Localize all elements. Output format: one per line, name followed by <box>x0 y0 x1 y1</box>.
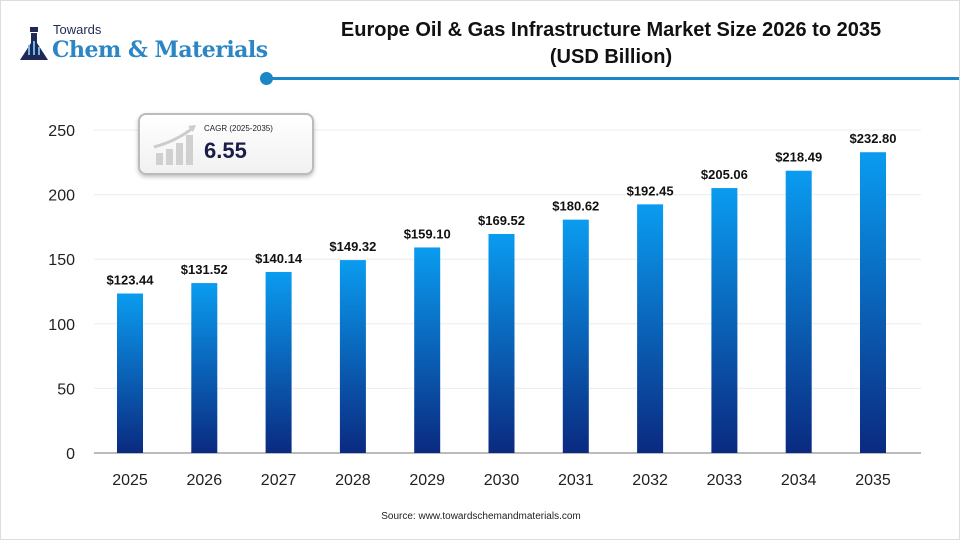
y-tick-label: 150 <box>48 252 75 269</box>
x-tick-label: 2027 <box>261 472 297 489</box>
y-tick-label: 0 <box>66 446 75 463</box>
x-tick-label: 2034 <box>781 472 817 489</box>
x-tick-label: 2029 <box>409 472 445 489</box>
title-line-2: (USD Billion) <box>549 46 673 68</box>
data-label: $218.49 <box>775 150 822 165</box>
bar-2030 <box>488 233 515 453</box>
y-tick-label: 100 <box>48 317 75 334</box>
data-label: $123.44 <box>107 273 155 288</box>
bar-2034 <box>785 170 812 453</box>
flask-icon <box>20 27 48 60</box>
bar-2025 <box>117 293 143 453</box>
source-note: Source: www.towardschemandmaterials.com <box>381 511 581 522</box>
bar-2031 <box>562 219 589 453</box>
x-tick-label: 2026 <box>187 472 223 489</box>
chart-title: Europe Oil & Gas Infrastructure Market S… <box>291 17 931 71</box>
title-underline <box>265 77 959 80</box>
bar-2035 <box>860 152 886 453</box>
x-tick-label: 2031 <box>558 472 594 489</box>
cagr-value: 6.55 <box>204 138 247 163</box>
y-tick-label: 250 <box>48 123 75 140</box>
growth-chart-icon <box>153 125 196 165</box>
cagr-label: CAGR (2025-2035) <box>204 124 273 133</box>
y-tick-label: 50 <box>57 381 75 398</box>
y-tick-label: 200 <box>48 188 75 205</box>
data-label: $232.80 <box>850 131 897 146</box>
bar-2032 <box>637 204 664 453</box>
bar-2027 <box>265 271 292 453</box>
x-tick-label: 2035 <box>855 472 891 489</box>
logo-line1: Towards <box>53 22 102 37</box>
x-tick-label: 2032 <box>632 472 668 489</box>
data-label: $192.45 <box>627 183 674 198</box>
data-label: $159.10 <box>404 226 451 241</box>
cagr-box: CAGR (2025-2035) 6.55 <box>138 113 314 175</box>
x-tick-label: 2028 <box>335 472 371 489</box>
data-label: $180.62 <box>552 199 599 214</box>
x-tick-label: 2030 <box>484 472 520 489</box>
bar-2033 <box>711 188 738 453</box>
title-dot <box>260 72 273 85</box>
data-label: $140.14 <box>255 251 303 266</box>
title-line-1: Europe Oil & Gas Infrastructure Market S… <box>340 19 882 41</box>
x-tick-label: 2033 <box>707 472 743 489</box>
data-label: $169.52 <box>478 213 525 228</box>
bar-2028 <box>339 260 366 453</box>
data-label: $149.32 <box>329 239 376 254</box>
logo-line2: Chem & Materials <box>52 37 268 63</box>
bar-2029 <box>414 247 441 453</box>
bar-2026 <box>191 283 218 453</box>
data-label: $131.52 <box>181 262 228 277</box>
x-tick-label: 2025 <box>112 472 148 489</box>
logo: Towards Chem & Materials <box>18 22 268 65</box>
data-label: $205.06 <box>701 167 748 182</box>
